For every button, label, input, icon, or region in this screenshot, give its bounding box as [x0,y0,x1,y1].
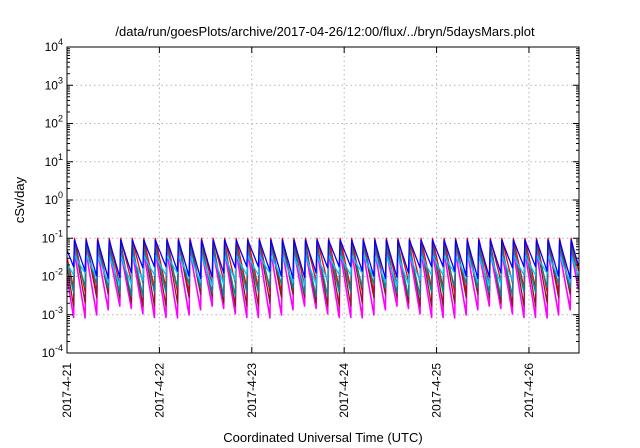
x-tick-label: 2017-4-24 [337,363,351,418]
x-tick-label: 2017-4-22 [152,363,166,418]
series-line [66,246,580,298]
series-layer [66,237,580,319]
series-line [66,239,580,280]
y-tick-label: 103 [45,75,63,92]
grid [67,47,579,353]
x-axis-label: Coordinated Universal Time (UTC) [223,430,422,445]
y-tick-label: 101 [45,152,63,169]
y-tick-label: 102 [45,114,63,131]
x-tick-label: 2017-4-26 [522,363,536,418]
series-line [66,250,580,319]
y-tick-label: 10-4 [42,343,63,360]
y-axis-label: cSv/day [12,176,27,223]
y-tick-label: 10-1 [42,228,63,245]
y-tick-label: 104 [45,37,63,54]
y-tick-label: 100 [45,190,63,207]
x-tick-label: 2017-4-21 [60,363,74,418]
series-line [66,255,580,286]
x-tick-label: 2017-4-23 [245,363,259,418]
x-axis: 2017-4-21 2017-4-22 2017-4-23 2017-4-24 2017… [60,47,536,418]
x-tick-label: 2017-4-25 [430,363,444,418]
y-axis: 10-4 10-3 10-2 10-1 100 101 102 103 104 [42,37,579,360]
y-tick-label: 10-3 [42,305,63,322]
y-tick-label: 10-2 [42,267,63,284]
chart-title: /data/run/goesPlots/archive/2017-04-26/1… [115,24,535,39]
